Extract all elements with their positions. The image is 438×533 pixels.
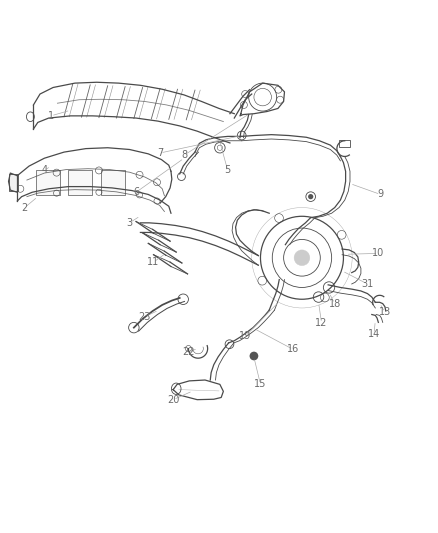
Text: 10: 10 — [372, 248, 385, 259]
Text: 4: 4 — [41, 165, 47, 175]
Bar — [68, 169, 92, 195]
Text: 16: 16 — [287, 344, 299, 354]
Circle shape — [294, 250, 310, 265]
Text: 8: 8 — [181, 150, 187, 160]
Bar — [35, 169, 60, 195]
Text: 15: 15 — [254, 379, 267, 390]
Bar — [9, 174, 18, 191]
Text: 22: 22 — [182, 346, 194, 357]
Text: 19: 19 — [239, 332, 251, 341]
Text: 1: 1 — [48, 111, 54, 121]
Text: 2: 2 — [21, 203, 28, 213]
Text: 9: 9 — [378, 189, 384, 199]
Text: 12: 12 — [315, 318, 328, 328]
Circle shape — [308, 194, 313, 199]
Text: 18: 18 — [328, 298, 341, 309]
Text: 11: 11 — [147, 257, 159, 267]
Text: 14: 14 — [368, 329, 380, 339]
Text: 20: 20 — [167, 394, 179, 405]
Bar — [101, 169, 125, 195]
Text: 3: 3 — [127, 218, 133, 228]
Text: 31: 31 — [361, 279, 374, 289]
Text: 7: 7 — [157, 148, 163, 158]
Text: 13: 13 — [379, 308, 391, 317]
Text: 6: 6 — [133, 187, 139, 197]
Bar — [339, 140, 350, 147]
Text: 23: 23 — [138, 312, 151, 322]
Circle shape — [250, 352, 258, 360]
Text: 5: 5 — [225, 165, 231, 175]
